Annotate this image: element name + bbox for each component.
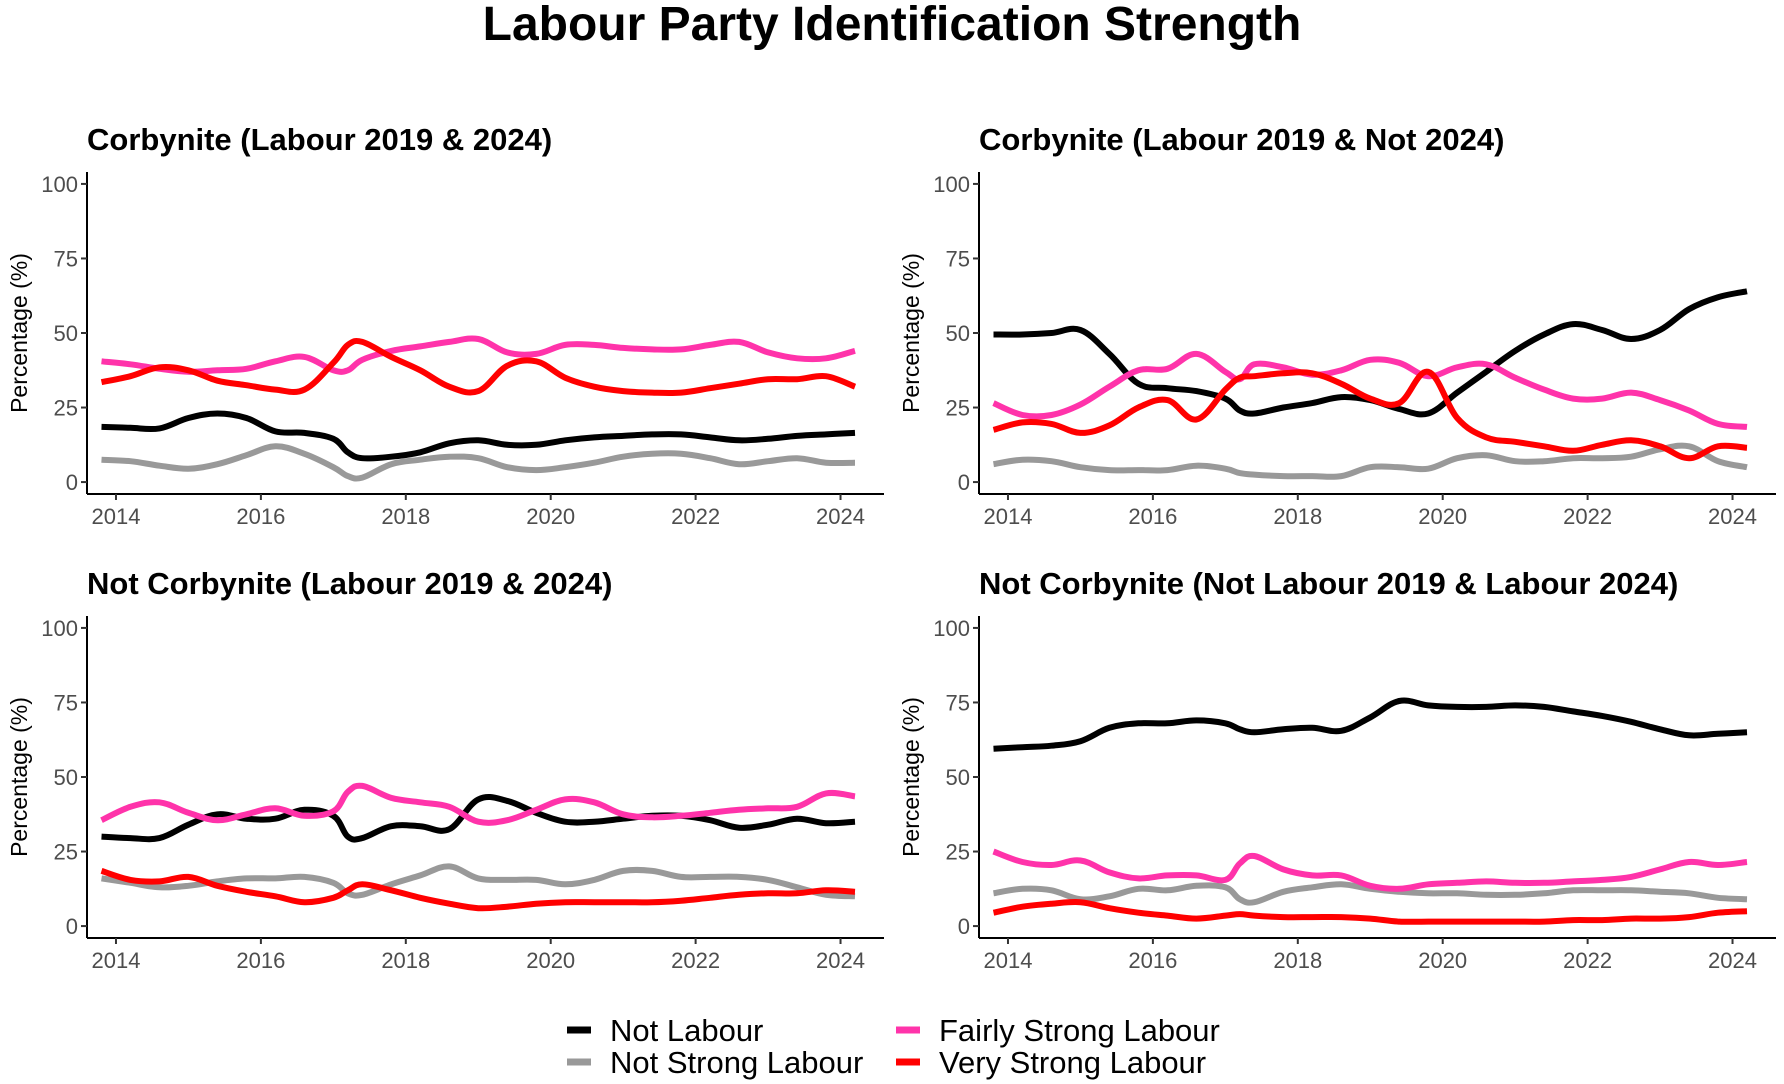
x-tick-label: 2022	[671, 504, 720, 529]
x-tick-label: 2018	[381, 504, 430, 529]
y-tick-label: 25	[54, 396, 78, 421]
x-tick-label: 2018	[1273, 504, 1322, 529]
panel-2: Corbynite (Labour 2019 & Not 2024) 0 25 50 7…	[898, 122, 1776, 529]
panel-title: Not Corbynite (Not Labour 2019 & Labour …	[979, 566, 1678, 601]
series-line-fairly-strong-labour	[101, 335, 856, 375]
legend-label: Not Labour	[610, 1013, 763, 1048]
x-tick-label: 2014	[92, 948, 141, 973]
legend-item-very-strong-labour: Very Strong Labour	[896, 1045, 1206, 1080]
x-tick-label: 2014	[984, 948, 1033, 973]
x-tick-label: 2022	[671, 948, 720, 973]
legend-item-fairly-strong-labour: Fairly Strong Labour	[896, 1013, 1220, 1048]
y-tick-label: 0	[66, 914, 78, 939]
series-line-not-labour	[101, 410, 856, 462]
series-line-not-strong-labour	[101, 863, 856, 900]
y-tick-label: 25	[946, 840, 970, 865]
y-tick-label: 25	[946, 396, 970, 421]
y-axis-title: Percentage (%)	[898, 253, 924, 413]
y-tick-label: 100	[933, 172, 970, 197]
y-tick-label: 25	[54, 840, 78, 865]
main-title: Labour Party Identification Strength	[483, 0, 1302, 51]
y-tick-label: 75	[946, 246, 970, 271]
y-tick-label: 0	[958, 914, 970, 939]
panel-title: Corbynite (Labour 2019 & 2024)	[87, 122, 552, 157]
series-line-very-strong-labour	[100, 337, 857, 397]
y-tick-label: 75	[54, 690, 78, 715]
x-tick-label: 2014	[984, 504, 1033, 529]
y-tick-label: 0	[958, 470, 970, 495]
y-tick-label: 75	[946, 690, 970, 715]
series-line-not-strong-labour	[992, 881, 1748, 906]
x-tick-label: 2024	[1708, 948, 1757, 973]
series-line-not-strong-labour	[992, 442, 1748, 480]
y-axis-title: Percentage (%)	[6, 253, 32, 413]
panel-3: Not Corbynite (Labour 2019 & 2024) 0 25 50 7…	[6, 566, 884, 973]
series-line-very-strong-labour	[992, 368, 1748, 462]
x-tick-label: 2022	[1563, 504, 1612, 529]
y-tick-label: 100	[41, 172, 78, 197]
panel-1: Corbynite (Labour 2019 & 2024) 0 25 50 75 100…	[6, 122, 884, 529]
x-tick-label: 2018	[1273, 948, 1322, 973]
series-line-not-labour	[993, 288, 1748, 418]
series-line-fairly-strong-labour	[992, 350, 1748, 430]
y-tick-label: 50	[946, 321, 970, 346]
x-tick-label: 2018	[381, 948, 430, 973]
legend-item-not-labour: Not Labour	[567, 1013, 763, 1048]
series-line-fairly-strong-labour	[100, 782, 856, 826]
panels: Corbynite (Labour 2019 & 2024) 0 25 50 75 100…	[6, 122, 1776, 973]
series-line-fairly-strong-labour	[992, 848, 1748, 892]
y-tick-label: 0	[66, 470, 78, 495]
x-tick-label: 2024	[1708, 504, 1757, 529]
y-axis-title: Percentage (%)	[898, 697, 924, 857]
x-tick-label: 2024	[816, 948, 865, 973]
x-tick-label: 2024	[816, 504, 865, 529]
legend-item-not-strong-labour: Not Strong Labour	[567, 1045, 863, 1080]
x-tick-label: 2022	[1563, 948, 1612, 973]
y-tick-label: 50	[54, 321, 78, 346]
y-axis-title: Percentage (%)	[6, 697, 32, 857]
x-tick-label: 2020	[526, 504, 575, 529]
y-tick-label: 50	[946, 765, 970, 790]
x-tick-label: 2016	[236, 504, 285, 529]
x-tick-label: 2016	[1128, 504, 1177, 529]
x-tick-label: 2014	[92, 504, 141, 529]
legend-label: Very Strong Labour	[939, 1045, 1206, 1080]
panel-4: Not Corbynite (Not Labour 2019 & Labour …	[898, 566, 1776, 973]
x-tick-label: 2020	[526, 948, 575, 973]
series-line-very-strong-labour	[992, 898, 1748, 925]
y-tick-label: 75	[54, 246, 78, 271]
series-line-very-strong-labour	[100, 868, 856, 912]
x-tick-label: 2020	[1418, 948, 1467, 973]
x-tick-label: 2016	[1128, 948, 1177, 973]
x-tick-label: 2020	[1418, 504, 1467, 529]
series-line-not-strong-labour	[101, 443, 856, 482]
y-tick-label: 100	[41, 616, 78, 641]
series-line-not-labour	[993, 697, 1748, 752]
legend-label: Fairly Strong Labour	[939, 1013, 1220, 1048]
y-tick-label: 50	[54, 765, 78, 790]
panel-title: Corbynite (Labour 2019 & Not 2024)	[979, 122, 1504, 157]
panel-title: Not Corbynite (Labour 2019 & 2024)	[87, 566, 612, 601]
y-tick-label: 100	[933, 616, 970, 641]
x-tick-label: 2016	[236, 948, 285, 973]
legend-label: Not Strong Labour	[610, 1045, 863, 1080]
